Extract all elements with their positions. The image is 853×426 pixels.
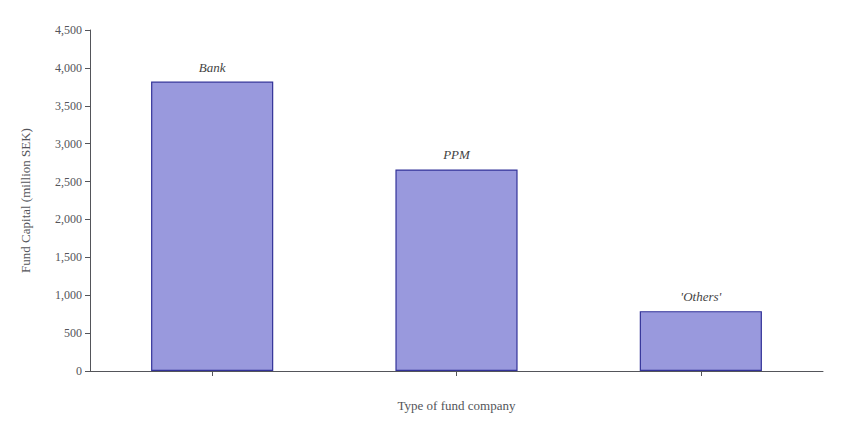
svg-text:Fund Capital (million SEK): Fund Capital (million SEK) (18, 128, 33, 273)
svg-text:3,500: 3,500 (55, 99, 82, 113)
svg-text:'Others': 'Others' (680, 289, 721, 304)
svg-text:500: 500 (64, 326, 82, 340)
svg-text:3,000: 3,000 (55, 137, 82, 151)
svg-text:Bank: Bank (199, 60, 226, 75)
svg-text:1,000: 1,000 (55, 288, 82, 302)
svg-text:0: 0 (76, 364, 82, 378)
svg-text:4,500: 4,500 (55, 23, 82, 37)
svg-text:PPM: PPM (442, 147, 471, 162)
svg-text:2,000: 2,000 (55, 212, 82, 226)
svg-text:2,500: 2,500 (55, 175, 82, 189)
svg-text:4,000: 4,000 (55, 61, 82, 75)
svg-text:Type of fund company: Type of fund company (398, 398, 516, 413)
svg-text:1,500: 1,500 (55, 250, 82, 264)
